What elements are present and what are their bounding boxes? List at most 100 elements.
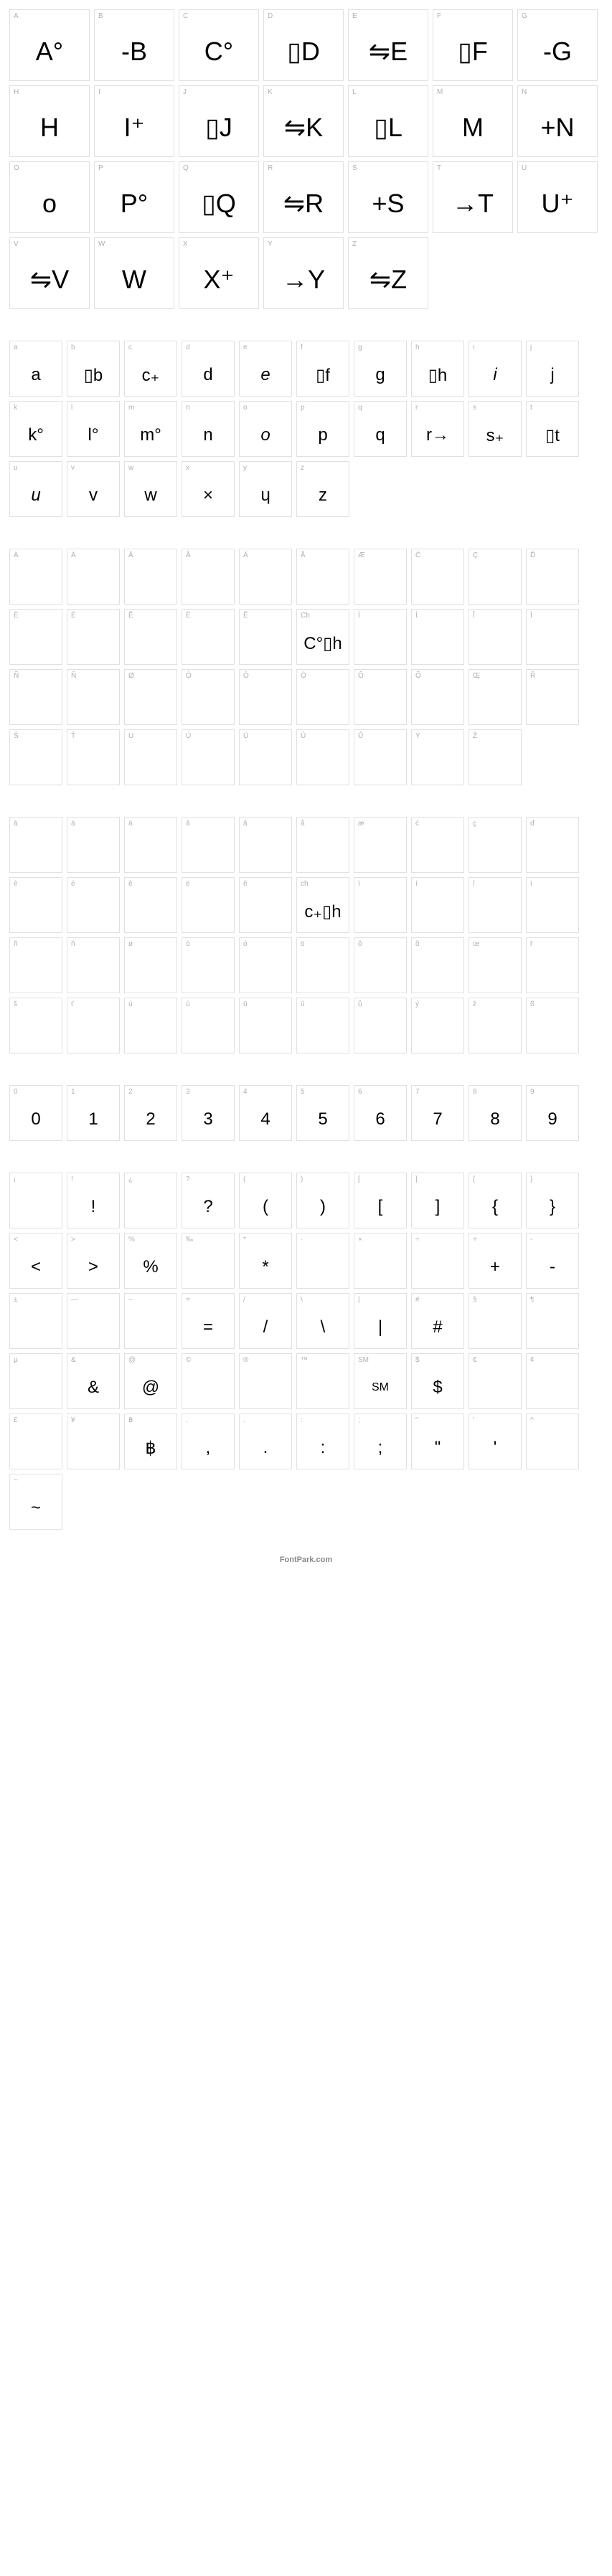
- glyph-value: ▯f: [297, 354, 349, 396]
- glyph-label: <: [10, 1233, 62, 1246]
- glyph-cell: x×: [182, 461, 235, 517]
- glyph-cell: )): [296, 1173, 349, 1228]
- glyph-label: ì: [354, 878, 406, 891]
- glyph-value: 1: [67, 1099, 119, 1140]
- glyph-value: /: [240, 1307, 291, 1348]
- row-accented-lower: àáäâãåæćçďèéêëěchc₊▯hìíîïñňøòóöôõœřšťùúü…: [7, 815, 605, 1056]
- glyph-label: ]: [412, 1173, 463, 1186]
- glyph-table: AA°B-BCC°D▯DE⇋EF▯FG-GHHII⁺J▯JK⇋KL▯LMMN+N…: [0, 0, 612, 1545]
- glyph-label: ø: [125, 938, 176, 951]
- glyph-cell: 22: [124, 1085, 177, 1141]
- glyph-label: S: [349, 162, 428, 175]
- glyph-cell: Š: [9, 729, 62, 785]
- glyph-value: [527, 830, 578, 872]
- glyph-cell: š: [9, 998, 62, 1053]
- glyph-value: !: [67, 1186, 119, 1228]
- glyph-label: ): [297, 1173, 349, 1186]
- glyph-label: /: [240, 1294, 291, 1307]
- glyph-value: W: [95, 251, 174, 308]
- glyph-label: -: [527, 1233, 578, 1246]
- glyph-value: [527, 1307, 578, 1348]
- glyph-cell: t▯t: [526, 401, 579, 457]
- glyph-cell: ©: [182, 1353, 235, 1409]
- glyph-cell: Ô: [354, 669, 407, 725]
- glyph-label: e: [240, 341, 291, 354]
- glyph-cell: ii: [469, 341, 522, 397]
- glyph-cell: ü: [239, 998, 292, 1053]
- glyph-value: A°: [10, 23, 89, 80]
- glyph-cell: dd: [182, 341, 235, 397]
- glyph-cell: yɥ: [239, 461, 292, 517]
- glyph-cell: À: [9, 549, 62, 605]
- glyph-label: Å: [297, 549, 349, 562]
- glyph-cell: ê: [124, 877, 177, 933]
- glyph-value: v: [67, 475, 119, 516]
- glyph-label: È: [10, 610, 62, 622]
- glyph-label: í: [412, 878, 463, 891]
- glyph-value: ฿: [125, 1427, 176, 1469]
- glyph-cell: Ê: [124, 609, 177, 665]
- glyph-cell: —: [67, 1293, 120, 1349]
- glyph-cell: 99: [526, 1085, 579, 1141]
- glyph-value: u: [10, 475, 62, 516]
- glyph-cell: é: [67, 877, 120, 933]
- glyph-cell: ç: [469, 817, 522, 873]
- glyph-label: Ý: [412, 730, 463, 743]
- glyph-label: ô: [354, 938, 406, 951]
- glyph-cell: gg: [354, 341, 407, 397]
- glyph-value: [67, 1011, 119, 1053]
- glyph-value: 8: [469, 1099, 521, 1140]
- glyph-value: :: [297, 1427, 349, 1469]
- glyph-label: £: [10, 1414, 62, 1427]
- glyph-value: (: [240, 1186, 291, 1228]
- glyph-cell: '': [469, 1414, 522, 1469]
- glyph-label: ç: [469, 818, 521, 830]
- glyph-value: [10, 1307, 62, 1348]
- glyph-value: ▯F: [433, 23, 512, 80]
- glyph-label: ï: [527, 878, 578, 891]
- glyph-label: ‰: [182, 1233, 234, 1246]
- glyph-cell: 88: [469, 1085, 522, 1141]
- glyph-cell: Ć: [411, 549, 464, 605]
- glyph-label: k: [10, 402, 62, 415]
- glyph-label: å: [297, 818, 349, 830]
- glyph-value: ▯J: [179, 99, 258, 156]
- glyph-label: à: [10, 818, 62, 830]
- glyph-cell: 55: [296, 1085, 349, 1141]
- glyph-cell: Õ: [411, 669, 464, 725]
- glyph-cell: ý: [411, 998, 464, 1053]
- glyph-label: §: [469, 1294, 521, 1307]
- glyph-label: ü: [240, 998, 291, 1011]
- glyph-value: [412, 683, 463, 724]
- glyph-label: Æ: [354, 549, 406, 562]
- glyph-cell: É: [67, 609, 120, 665]
- glyph-cell: nn: [182, 401, 235, 457]
- glyph-value: I⁺: [95, 99, 174, 156]
- glyph-value: [469, 891, 521, 932]
- glyph-cell: f▯f: [296, 341, 349, 397]
- glyph-value: [527, 1427, 578, 1469]
- glyph-value: [240, 562, 291, 604]
- glyph-value: [354, 951, 406, 993]
- glyph-label: b: [67, 341, 119, 354]
- glyph-cell: WW: [94, 237, 174, 309]
- glyph-label: p: [297, 402, 349, 415]
- glyph-value: -: [527, 1246, 578, 1288]
- glyph-cell: å: [296, 817, 349, 873]
- glyph-cell: Ã: [182, 549, 235, 605]
- glyph-value: →Y: [264, 251, 343, 308]
- glyph-cell: 44: [239, 1085, 292, 1141]
- glyph-value: |: [354, 1307, 406, 1348]
- glyph-cell: ™: [296, 1353, 349, 1409]
- glyph-value: [354, 562, 406, 604]
- glyph-cell: zz: [296, 461, 349, 517]
- glyph-label: ~: [10, 1474, 62, 1487]
- glyph-value: }: [527, 1186, 578, 1228]
- glyph-cell: cc₊: [124, 341, 177, 397]
- glyph-value: ]: [412, 1186, 463, 1228]
- glyph-value: ': [469, 1427, 521, 1469]
- glyph-value: [10, 891, 62, 932]
- glyph-value: [67, 743, 119, 785]
- glyph-cell: ss₊: [469, 401, 522, 457]
- glyph-cell: @@: [124, 1353, 177, 1409]
